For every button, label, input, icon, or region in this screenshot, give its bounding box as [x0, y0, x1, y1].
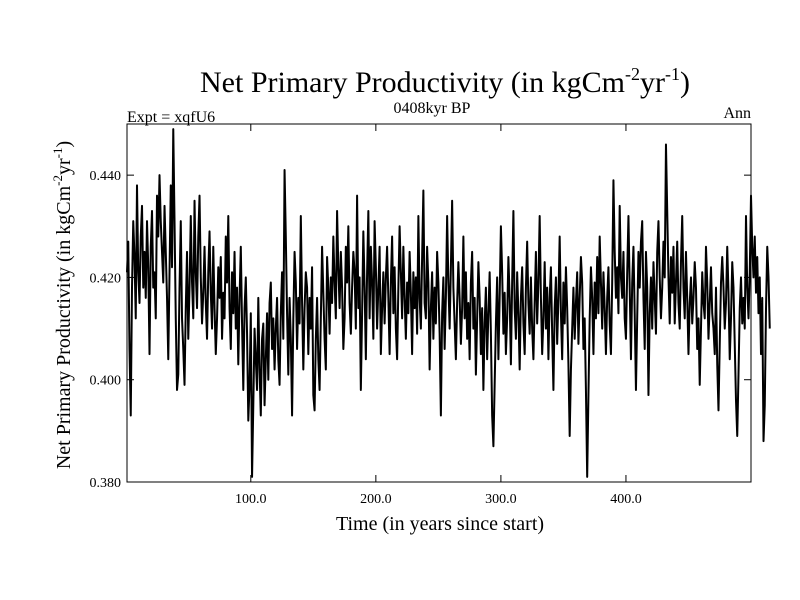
- y-axis-label-sup2: -1: [50, 148, 65, 159]
- x-tick-label: 400.0: [610, 492, 642, 507]
- period-label: 0408kyr BP: [394, 100, 471, 117]
- chart-title-mid: yr: [640, 66, 665, 99]
- y-axis-label-mid: yr: [53, 158, 75, 175]
- y-tick-label: 0.440: [90, 169, 122, 184]
- chart-title-sup1: -2: [625, 64, 640, 84]
- x-axis-label: Time (in years since start): [336, 513, 544, 535]
- y-axis-label: Net Primary Productivity (in kgCm-2yr-1): [50, 141, 75, 469]
- season-label: Ann: [723, 105, 751, 122]
- y-axis-label-sup1: -2: [50, 175, 65, 186]
- ticks-layer: 0.380 0.400 0.420 0.440 100.0 200.0 300.0 400.0: [90, 124, 751, 507]
- chart-title-sup2: -1: [665, 64, 680, 84]
- x-tick-label: 100.0: [235, 492, 267, 507]
- data-layer: [126, 128, 771, 478]
- x-tick-label: 300.0: [485, 492, 517, 507]
- y-tick-label: 0.420: [90, 271, 122, 286]
- y-axis-label-main: Net Primary Productivity (in kgCm: [53, 185, 75, 469]
- experiment-label: Expt = xqfU6: [127, 109, 215, 126]
- y-axis-label-end: ): [53, 141, 75, 148]
- chart-title-end: ): [680, 66, 690, 99]
- x-tick-label: 200.0: [360, 492, 392, 507]
- series-line-0: [126, 128, 771, 478]
- y-tick-label: 0.380: [90, 476, 122, 491]
- y-axis-label-group: Net Primary Productivity (in kgCm-2yr-1): [50, 141, 75, 469]
- plot-frame: [126, 123, 752, 483]
- y-tick-label: 0.400: [90, 374, 122, 389]
- chart-title-main: Net Primary Productivity (in kgCm: [200, 66, 625, 99]
- chart-title: Net Primary Productivity (in kgCm-2yr-1): [200, 64, 690, 99]
